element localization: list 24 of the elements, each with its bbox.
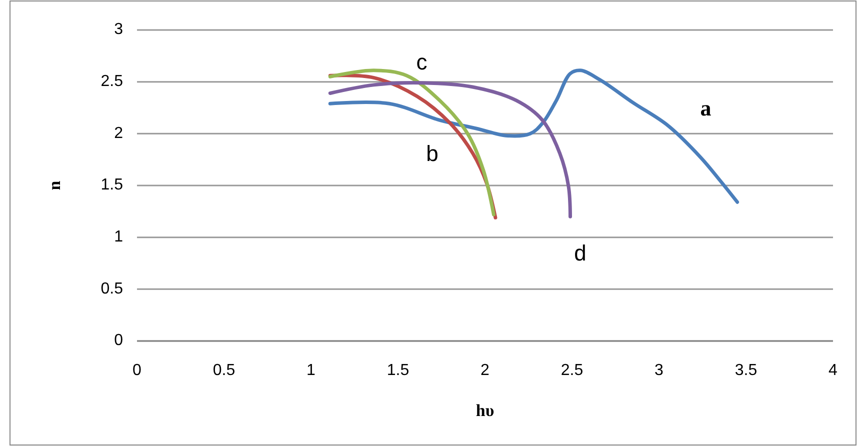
y-tick-label: 3 — [114, 21, 124, 38]
x-tick-label: 2 — [480, 362, 490, 379]
x-tick-label: 0.5 — [212, 362, 236, 379]
x-tick-label: 0 — [132, 362, 142, 379]
x-tick-label: 2.5 — [560, 362, 584, 379]
x-tick-label: 1 — [306, 362, 316, 379]
x-tick-label: 1.5 — [386, 362, 410, 379]
y-tick-label: 1.5 — [100, 176, 124, 194]
line-series — [328, 81, 572, 218]
y-tick-label: 2 — [114, 124, 124, 142]
y-tick-label: 2.5 — [100, 73, 124, 90]
y-axis-title: n — [44, 180, 64, 190]
series-label: b — [426, 141, 438, 166]
x-tick-label: 3 — [654, 362, 664, 379]
series-label: d — [574, 240, 586, 266]
x-axis-title: hυ — [476, 401, 494, 420]
series-label: c — [416, 49, 428, 74]
y-tick-label: 0 — [114, 332, 124, 350]
x-tick-label: 3.5 — [734, 362, 758, 379]
line-series — [328, 68, 740, 204]
x-tick-label: 4 — [828, 362, 838, 379]
y-tick-label: 0.5 — [100, 280, 124, 298]
series-label: a — [700, 95, 712, 120]
y-tick-label: 1 — [114, 228, 124, 246]
